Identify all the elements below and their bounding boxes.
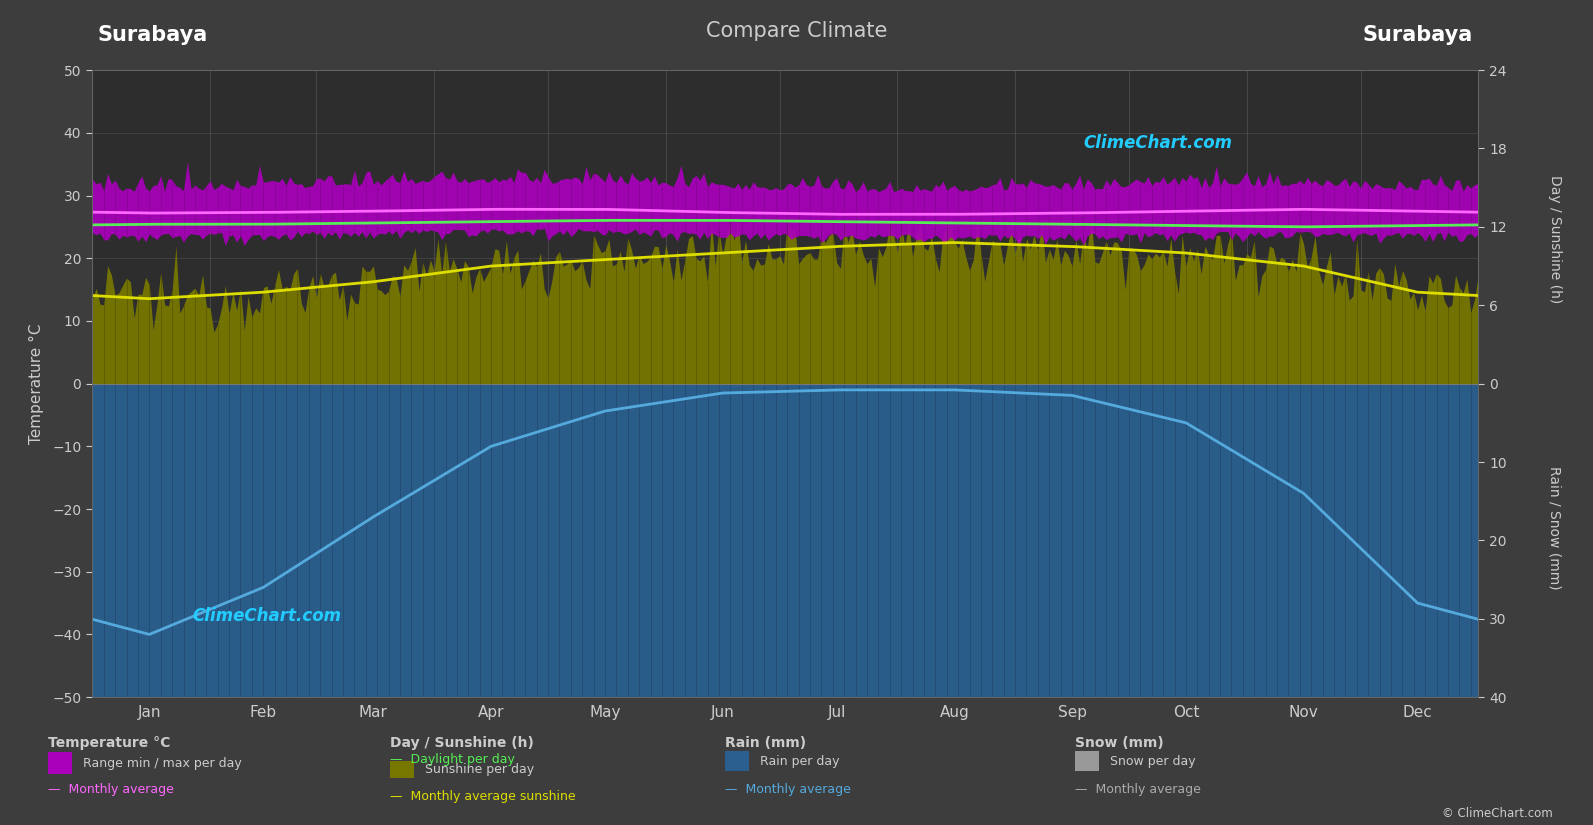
Text: —  Monthly average: — Monthly average — [48, 783, 174, 796]
Text: Surabaya: Surabaya — [97, 25, 209, 45]
Text: Range min / max per day: Range min / max per day — [83, 757, 242, 770]
Text: —  Daylight per day: — Daylight per day — [390, 752, 515, 766]
Text: Snow (mm): Snow (mm) — [1075, 736, 1164, 750]
Text: Sunshine per day: Sunshine per day — [425, 763, 535, 776]
Text: Snow per day: Snow per day — [1110, 755, 1196, 768]
Text: Day / Sunshine (h): Day / Sunshine (h) — [390, 736, 534, 750]
Text: Compare Climate: Compare Climate — [706, 21, 887, 40]
Text: ClimeChart.com: ClimeChart.com — [193, 607, 341, 625]
Text: Rain per day: Rain per day — [760, 755, 840, 768]
Text: —  Monthly average: — Monthly average — [1075, 783, 1201, 796]
Text: © ClimeChart.com: © ClimeChart.com — [1442, 807, 1553, 820]
Text: ClimeChart.com: ClimeChart.com — [1083, 134, 1233, 153]
Text: Rain / Snow (mm): Rain / Snow (mm) — [1547, 466, 1561, 590]
Text: Day / Sunshine (h): Day / Sunshine (h) — [1547, 175, 1561, 304]
Text: —  Monthly average: — Monthly average — [725, 783, 851, 796]
Text: Rain (mm): Rain (mm) — [725, 736, 806, 750]
Text: Surabaya: Surabaya — [1362, 25, 1474, 45]
Text: Temperature °C: Temperature °C — [48, 736, 170, 750]
Text: —  Monthly average sunshine: — Monthly average sunshine — [390, 790, 577, 803]
Y-axis label: Temperature °C: Temperature °C — [29, 323, 43, 444]
